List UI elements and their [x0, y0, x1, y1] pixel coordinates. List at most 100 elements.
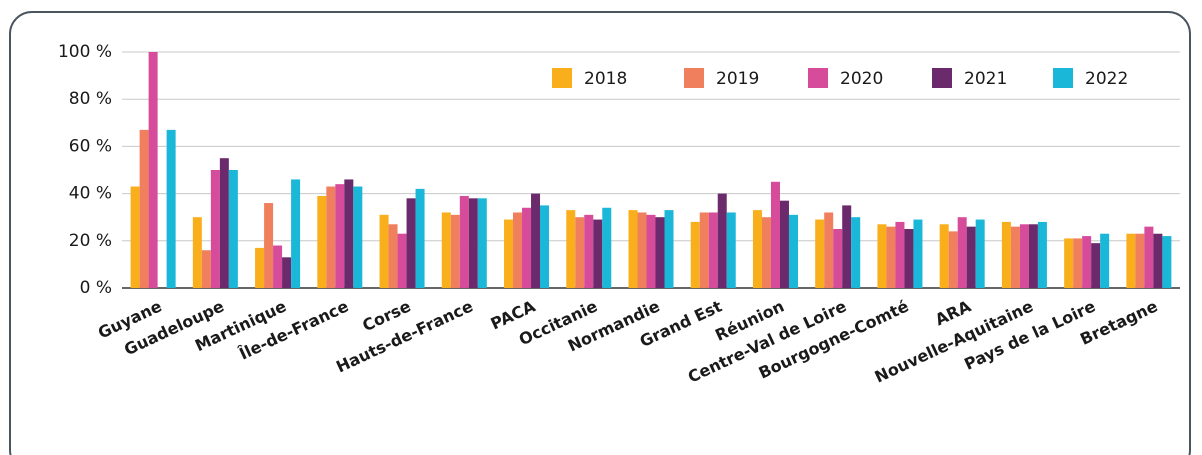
bar [441, 212, 451, 288]
bar [228, 170, 238, 288]
bar [788, 214, 798, 288]
bar [139, 129, 149, 288]
bar [1028, 224, 1038, 288]
bar [1144, 226, 1154, 288]
y-tick-label: 60 % [69, 136, 112, 156]
bar [699, 212, 709, 288]
y-tick-label: 40 % [69, 184, 112, 204]
bar [752, 210, 762, 288]
bar [593, 219, 603, 288]
legend-label: 2018 [584, 69, 627, 89]
bar [717, 193, 727, 288]
bar [531, 193, 541, 288]
bar [939, 224, 949, 288]
bar [1073, 238, 1083, 288]
bar [957, 217, 967, 288]
bar [770, 181, 780, 288]
legend-swatch [552, 68, 572, 88]
bar [415, 188, 425, 288]
bar [948, 231, 958, 288]
bar [904, 229, 914, 288]
legend-swatch [684, 68, 704, 88]
bar [842, 205, 852, 288]
bar [966, 226, 976, 288]
bar [1100, 233, 1110, 288]
bar [1126, 233, 1136, 288]
bar [664, 210, 674, 288]
bar [468, 198, 478, 288]
bar [477, 198, 487, 288]
bar [282, 257, 292, 288]
bar [513, 212, 523, 288]
bar [851, 217, 861, 288]
bar [726, 212, 736, 288]
bar [886, 226, 896, 288]
legend-swatch [932, 68, 952, 88]
bar [779, 200, 789, 288]
bar [317, 195, 327, 288]
bar [895, 221, 905, 288]
bar [459, 195, 469, 288]
bar [833, 229, 843, 288]
bar [192, 217, 202, 288]
bar [201, 250, 211, 288]
bar [1153, 233, 1163, 288]
bar [1162, 236, 1172, 288]
bar [540, 205, 550, 288]
bar [566, 210, 576, 288]
bar [291, 179, 301, 288]
bar [877, 224, 887, 288]
bar [646, 214, 656, 288]
legend-label: 2019 [716, 69, 759, 89]
bar [344, 179, 354, 288]
bar [219, 158, 229, 288]
bar [264, 203, 274, 288]
bar [1019, 224, 1029, 288]
bar [1001, 221, 1011, 288]
bar [335, 184, 345, 288]
bar [1082, 236, 1092, 288]
bar [975, 219, 985, 288]
bar [1010, 226, 1020, 288]
y-tick-label: 0 % [80, 278, 112, 298]
bar [1037, 221, 1047, 288]
y-tick-label: 80 % [69, 89, 112, 109]
legend-label: 2020 [840, 69, 883, 89]
legend-label: 2021 [964, 69, 1007, 89]
bar [690, 221, 700, 288]
y-tick-label: 100 % [58, 42, 112, 62]
bar [1091, 243, 1101, 288]
bar [406, 198, 416, 288]
bar [637, 212, 647, 288]
bar [397, 233, 407, 288]
bar [628, 210, 638, 288]
bar [326, 186, 336, 288]
bar [148, 52, 158, 288]
frame [9, 11, 1191, 455]
bar [708, 212, 718, 288]
bar [584, 214, 594, 288]
y-tick-label: 20 % [69, 231, 112, 251]
bar [602, 207, 612, 288]
bar [379, 214, 389, 288]
bar [655, 217, 665, 288]
bar [450, 214, 460, 288]
bar [522, 207, 532, 288]
bar [1135, 233, 1145, 288]
bar [130, 186, 140, 288]
bar [255, 247, 265, 288]
legend-swatch [808, 68, 828, 88]
bar [1064, 238, 1074, 288]
legend-swatch [1053, 68, 1073, 88]
bar [166, 129, 176, 288]
bar [210, 170, 220, 288]
bar [504, 219, 514, 288]
bar [388, 224, 398, 288]
bar [353, 186, 363, 288]
bar [824, 212, 834, 288]
legend-label: 2022 [1085, 69, 1128, 89]
bar [913, 219, 923, 288]
bar [815, 219, 825, 288]
bar [273, 245, 283, 288]
